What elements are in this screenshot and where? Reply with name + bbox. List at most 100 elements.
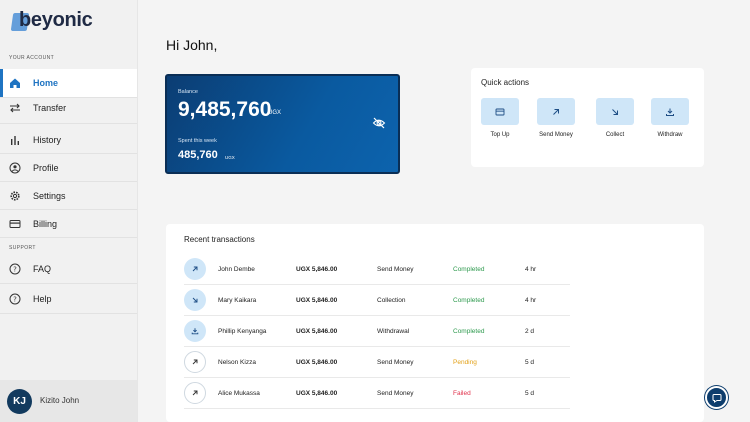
transaction-row[interactable]: Alice Mukassa UGX 5,846.00 Send Money Fa…	[184, 378, 570, 409]
beyonic-logo[interactable]: beyonic	[10, 9, 120, 35]
sidebar-item-history[interactable]: History	[0, 126, 137, 154]
sidebar-item-billing[interactable]: Billing	[0, 210, 137, 238]
sidebar: beyonic YOUR ACCOUNT Home Transfer Histo…	[0, 0, 138, 422]
transaction-name: Mary Kaikara	[218, 297, 257, 304]
top-up-button[interactable]	[481, 98, 519, 125]
balance-label: Balance	[178, 89, 198, 95]
gear-icon	[8, 189, 22, 203]
transaction-row[interactable]: John Dembe UGX 5,846.00 Send Money Compl…	[184, 254, 570, 285]
send-money-button[interactable]	[537, 98, 575, 125]
balance-currency: UGX	[268, 110, 282, 116]
transaction-name: Nelson Kizza	[218, 359, 256, 366]
avatar[interactable]: KJ	[7, 389, 32, 414]
recent-transactions-card: Recent transactions John Dembe UGX 5,846…	[166, 224, 704, 422]
quick-action-label: Collect	[605, 132, 625, 138]
withdraw-button[interactable]	[651, 98, 689, 125]
transaction-row[interactable]: Nelson Kizza UGX 5,846.00 Send Money Pen…	[184, 347, 570, 378]
transaction-time: 5 d	[525, 390, 535, 397]
transaction-amount: UGX 5,846.00	[296, 359, 338, 366]
help-icon: ?	[8, 292, 22, 306]
logo-text: beyonic	[19, 9, 93, 31]
divider	[0, 153, 137, 154]
sidebar-item-home[interactable]: Home	[0, 69, 137, 97]
collect-button[interactable]	[596, 98, 634, 125]
question-icon: ?	[8, 262, 22, 276]
transaction-time: 4 hr	[525, 266, 537, 273]
sidebar-item-label: History	[33, 135, 62, 145]
eye-off-icon[interactable]	[372, 116, 386, 130]
sidebar-item-label: Help	[33, 294, 52, 304]
quick-action-collect[interactable]: Collect	[595, 98, 635, 138]
quick-action-label: Withdraw	[657, 132, 683, 138]
page-greeting: Hi John,	[166, 37, 218, 53]
quick-actions-card: Quick actions Top Up Send Money Collect …	[471, 68, 704, 167]
sidebar-item-label: Settings	[33, 191, 66, 201]
sidebar-item-transfer[interactable]: Transfer	[0, 94, 137, 122]
sidebar-item-settings[interactable]: Settings	[0, 182, 137, 210]
sidebar-item-label: Billing	[33, 219, 58, 229]
arrow-down-right-icon	[184, 289, 206, 311]
arrow-down-right-icon	[612, 108, 618, 115]
transfer-icon	[8, 101, 22, 115]
quick-action-top-up[interactable]: Top Up	[480, 98, 520, 138]
quick-action-label: Send Money	[539, 132, 573, 138]
arrow-up-right-icon	[184, 382, 206, 404]
chat-bubble-icon	[712, 393, 721, 403]
transaction-amount: UGX 5,846.00	[296, 328, 338, 335]
transactions-title: Recent transactions	[184, 235, 255, 244]
sidebar-item-faq[interactable]: ? FAQ	[0, 255, 137, 283]
transaction-type: Send Money	[377, 266, 414, 273]
sidebar-item-profile[interactable]: Profile	[0, 154, 137, 182]
user-name: Kizito John	[40, 396, 80, 405]
quick-actions-title: Quick actions	[481, 78, 530, 87]
home-icon	[8, 76, 22, 90]
balance-amount: 9,485,760	[178, 98, 272, 121]
section-label-support: SUPPORT	[9, 245, 36, 251]
transaction-amount: UGX 5,846.00	[296, 266, 338, 273]
quick-action-withdraw[interactable]: Withdraw	[650, 98, 690, 138]
balance-card: Balance 9,485,760 UGX Spent this week 48…	[165, 74, 400, 174]
transaction-status: Failed	[453, 390, 471, 397]
divider	[0, 123, 137, 124]
help-chat-button[interactable]	[705, 386, 728, 409]
sidebar-item-label: Profile	[33, 163, 59, 173]
transaction-type: Withdrawal	[377, 328, 410, 335]
spent-label: Spent this week	[178, 138, 217, 144]
spent-currency: UGX	[225, 155, 235, 160]
arrow-up-right-icon	[184, 351, 206, 373]
user-profile-bar[interactable]: KJ Kizito John	[0, 380, 137, 422]
transaction-time: 4 hr	[525, 297, 537, 304]
svg-text:?: ?	[13, 296, 17, 304]
transaction-amount: UGX 5,846.00	[296, 297, 338, 304]
transaction-type: Send Money	[377, 359, 414, 366]
transaction-status: Pending	[453, 359, 477, 366]
spent-amount: 485,760	[178, 149, 218, 161]
download-icon	[184, 320, 206, 342]
divider	[0, 283, 137, 284]
arrow-up-right-icon	[553, 108, 559, 115]
quick-action-label: Top Up	[490, 132, 510, 138]
quick-action-send-money[interactable]: Send Money	[536, 98, 576, 138]
transaction-status: Completed	[453, 297, 485, 304]
section-label-account: YOUR ACCOUNT	[9, 55, 55, 61]
transaction-name: John Dembe	[218, 266, 255, 273]
transaction-status: Completed	[453, 266, 485, 273]
transaction-name: Alice Mukassa	[218, 390, 260, 397]
arrow-up-right-icon	[184, 258, 206, 280]
divider	[0, 209, 137, 210]
transaction-time: 5 d	[525, 359, 535, 366]
profile-icon	[8, 161, 22, 175]
divider	[0, 313, 137, 314]
transaction-status: Completed	[453, 328, 485, 335]
transaction-type: Send Money	[377, 390, 414, 397]
svg-text:?: ?	[13, 266, 17, 274]
sidebar-item-label: FAQ	[33, 264, 52, 274]
divider	[0, 237, 137, 238]
transaction-type: Collection	[377, 297, 406, 304]
sidebar-item-label: Home	[33, 78, 59, 88]
transaction-row[interactable]: Mary Kaikara UGX 5,846.00 Collection Com…	[184, 285, 570, 316]
divider	[0, 181, 137, 182]
sidebar-item-help[interactable]: ? Help	[0, 285, 137, 313]
transaction-row[interactable]: Phillip Kenyanga UGX 5,846.00 Withdrawal…	[184, 316, 570, 347]
sidebar-item-label: Transfer	[33, 103, 67, 113]
